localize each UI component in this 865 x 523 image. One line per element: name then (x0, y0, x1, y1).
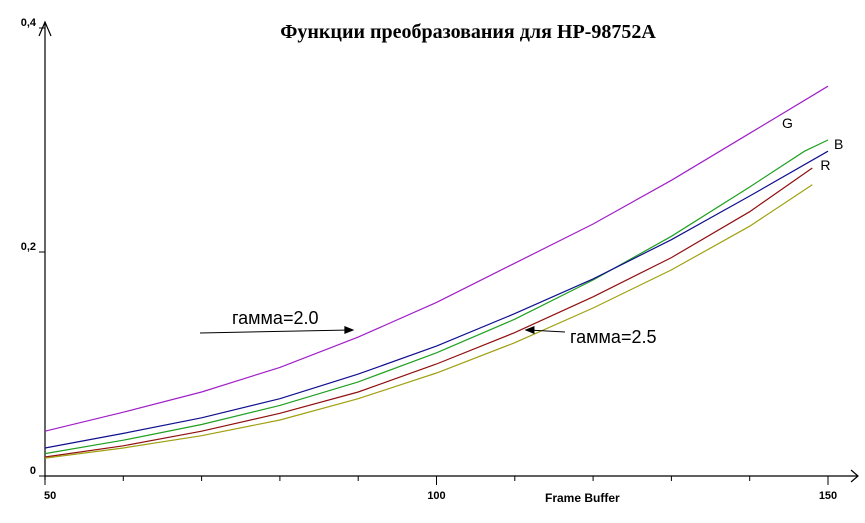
y-tick-label: 0,2 (21, 241, 36, 253)
series-line-g (44, 139, 829, 455)
series-label-g: G (782, 115, 793, 131)
x-tick-label: 100 (427, 490, 445, 502)
annotations: гамма=2.0 гамма=2.5 (199, 308, 656, 347)
y-tick-label: 0,4 (21, 17, 37, 29)
annotation-gamma-2-5: гамма=2.5 (570, 327, 656, 347)
series-labels: G BR (782, 115, 843, 173)
annotation-gamma-2-0: гамма=2.0 (232, 308, 318, 328)
series-line-r (44, 167, 813, 458)
series-line-b (44, 150, 829, 449)
axes: 50 100 150 0 0,2 0,4 (21, 17, 859, 502)
annotation-arrow-head (524, 326, 535, 334)
series-label-r: R (820, 157, 830, 173)
series-label-b: B (834, 136, 843, 152)
x-tick-label: 150 (819, 490, 837, 502)
x-tick-label: 50 (44, 490, 56, 502)
series-line-curve-0 (44, 85, 829, 432)
series-lines (44, 85, 829, 459)
x-axis-arrow (850, 469, 859, 483)
chart-title: Функции преобразования для HP-98752A (280, 21, 656, 43)
x-axis-label: Frame Buffer (545, 491, 620, 505)
y-axis-arrow (38, 20, 52, 37)
annotation-arrow-head (344, 326, 355, 334)
annotation-arrow-line (528, 329, 566, 333)
y-tick-label: 0 (30, 465, 36, 477)
series-line-curve-4 (44, 184, 813, 459)
annotation-arrow-line (199, 329, 351, 334)
